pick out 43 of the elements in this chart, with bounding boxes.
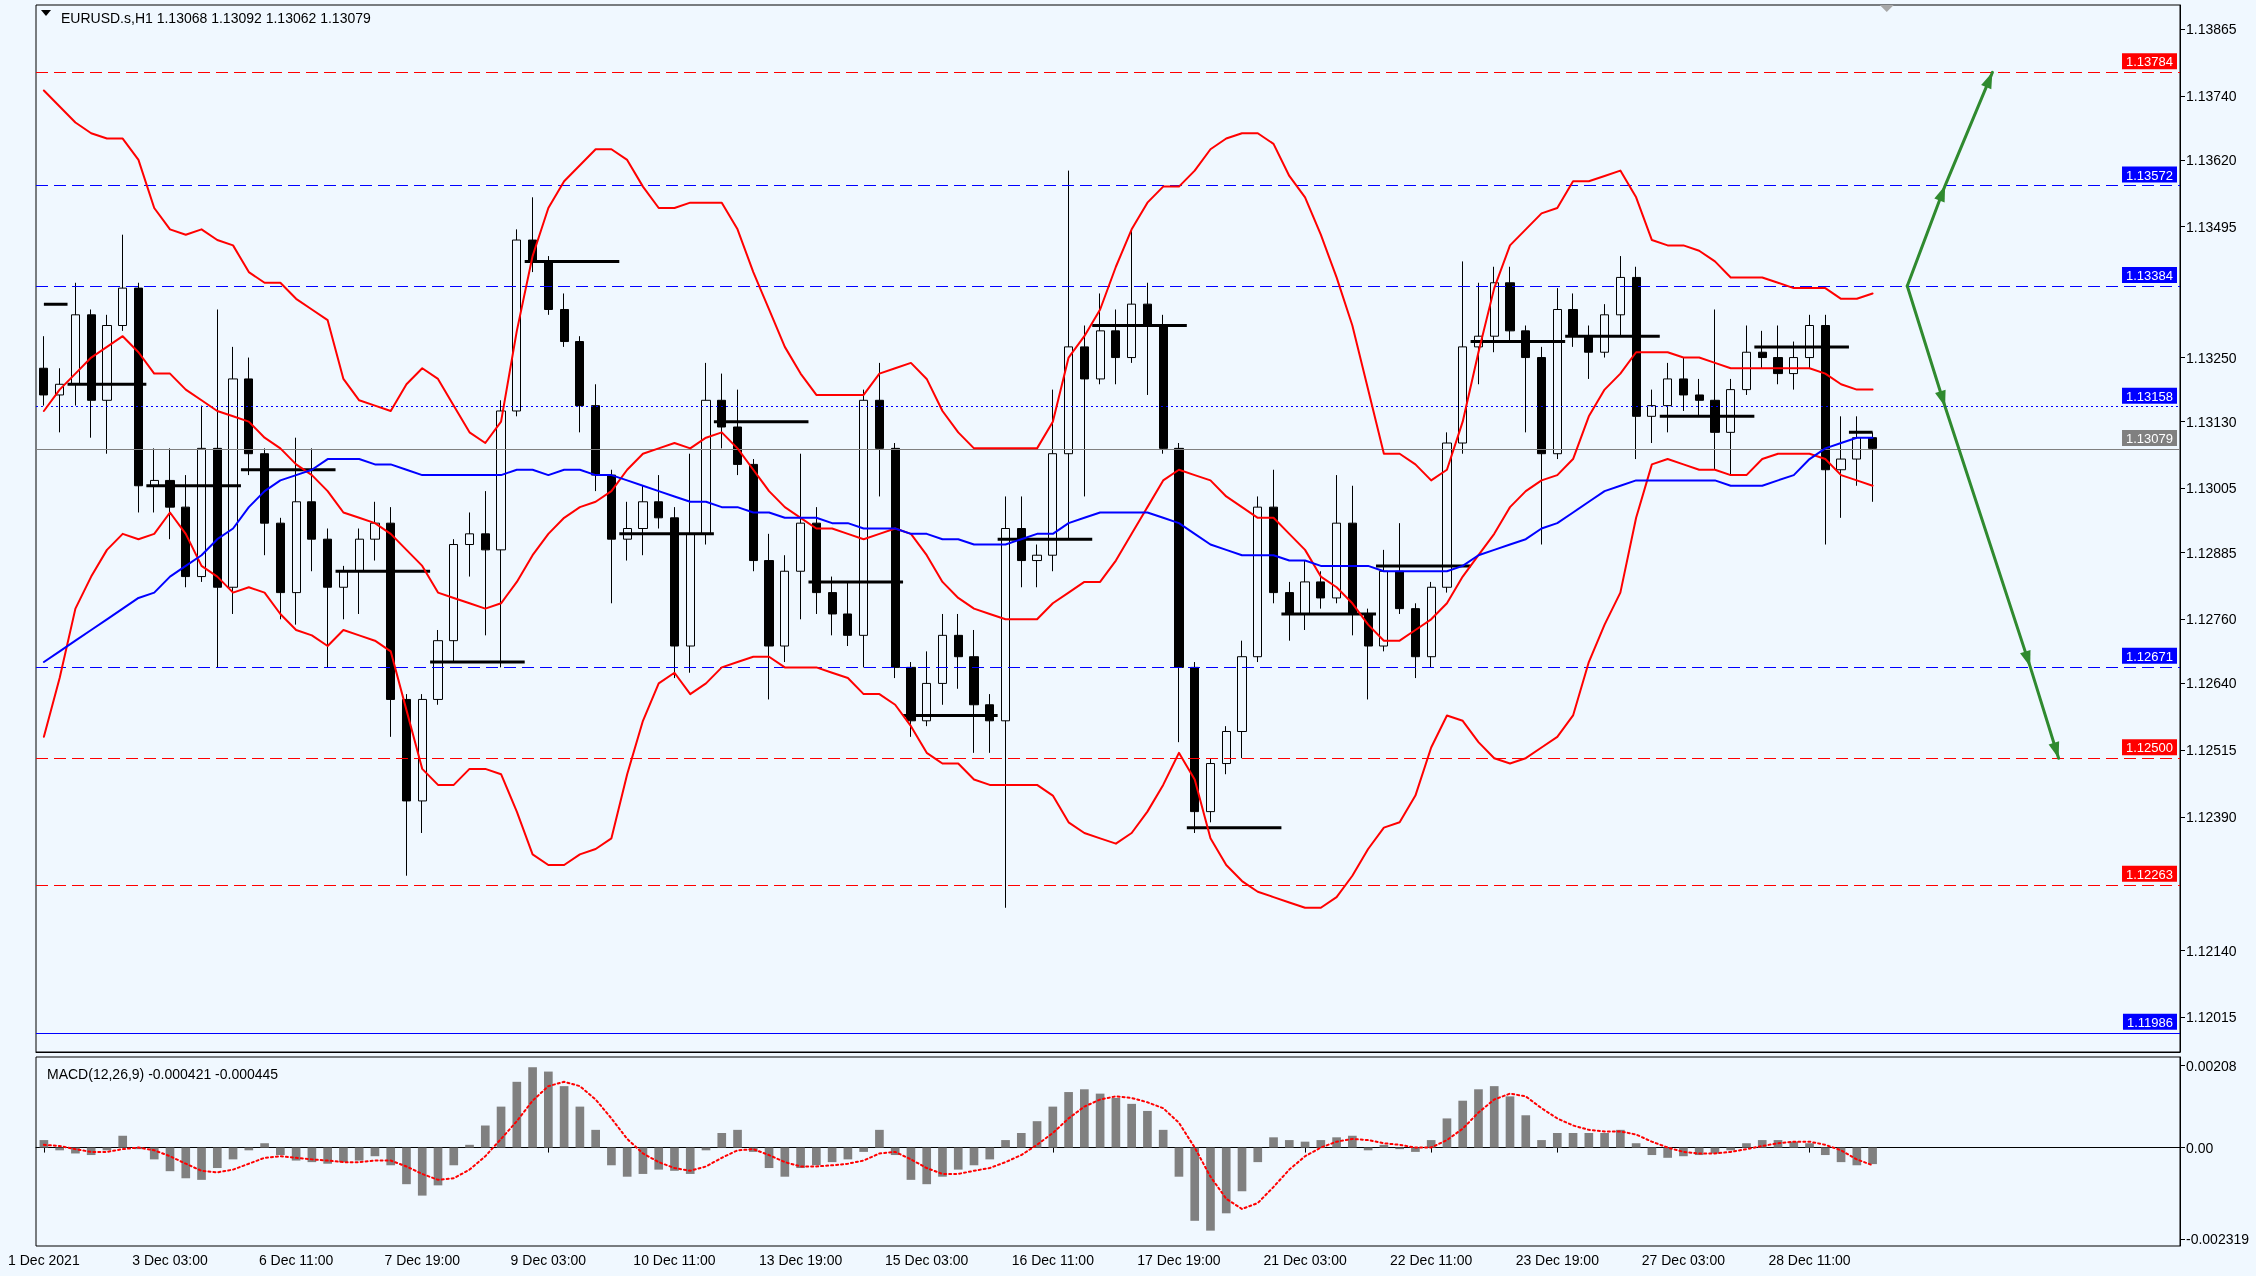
y-tick-label: 1.12390	[2186, 808, 2237, 825]
y-tick-label: 1.12760	[2186, 611, 2237, 628]
x-tick-label: 9 Dec 03:00	[510, 1252, 587, 1268]
y-tick-label: 1.13495	[2186, 218, 2237, 235]
text: MACD(12,26,9) -0.000421 -0.000445	[47, 1066, 279, 1082]
x-tick-label: 15 Dec 03:00	[885, 1252, 969, 1268]
ref-line-label: 1.12671	[2126, 648, 2173, 664]
x-tick-label: 6 Dec 11:00	[258, 1252, 334, 1268]
y-tick-label: 0.00208	[2186, 1057, 2237, 1074]
x-tick-label: 17 Dec 19:00	[1137, 1252, 1221, 1268]
y-tick-label: 1.13740	[2186, 87, 2237, 104]
y-tick-label: 1.13250	[2186, 349, 2237, 366]
y-tick-label: 1.13620	[2186, 151, 2237, 168]
x-tick-label: 3 Dec 03:00	[132, 1252, 208, 1268]
x-tick-label: 23 Dec 19:00	[1515, 1252, 1600, 1268]
x-tick-label: 16 Dec 11:00	[1011, 1252, 1095, 1268]
y-tick-label: 0.00	[2186, 1139, 2214, 1156]
chart-title: EURUSD.s,H1 1.13068 1.13092 1.13062 1.13079	[61, 10, 371, 26]
x-tick-label: 27 Dec 03:00	[1641, 1252, 1726, 1268]
ref-line-label: 1.12500	[2126, 740, 2173, 756]
x-tick-label: 13 Dec 19:00	[758, 1252, 843, 1268]
x-tick-label: 22 Dec 11:00	[1390, 1252, 1473, 1268]
x-tick-label: 10 Dec 11:00	[633, 1252, 716, 1268]
y-tick-label: 1.12015	[2186, 1009, 2237, 1026]
y-tick-label: 1.12640	[2186, 675, 2237, 692]
y-tick-label: 1.13005	[2186, 480, 2237, 497]
y-tick-label: 1.13865	[2186, 21, 2237, 38]
ref-line-label: 1.13384	[2126, 267, 2173, 283]
x-tick-label: 1 Dec 2021	[8, 1252, 80, 1268]
x-tick-label: 21 Dec 03:00	[1263, 1252, 1347, 1268]
ref-line-label: 1.11986	[2126, 1014, 2173, 1030]
ref-line-label: 1.13158	[2126, 388, 2173, 404]
ref-line-label: 1.13572	[2126, 167, 2173, 183]
ref-line-label: 1.12263	[2126, 866, 2173, 882]
x-tick-label: 7 Dec 19:00	[384, 1252, 461, 1268]
x-tick-label: 28 Dec 11:00	[1768, 1252, 1851, 1268]
y-tick-label: 1.12140	[2186, 942, 2237, 959]
y-tick-label: 1.12515	[2186, 742, 2237, 759]
ref-line-label: 1.13079	[2126, 430, 2173, 446]
ref-line-label: 1.13784	[2126, 54, 2173, 70]
y-tick-label: -0.002319	[2186, 1230, 2250, 1247]
y-tick-label: 1.13130	[2186, 413, 2237, 430]
y-tick-label: 1.12885	[2186, 544, 2237, 561]
